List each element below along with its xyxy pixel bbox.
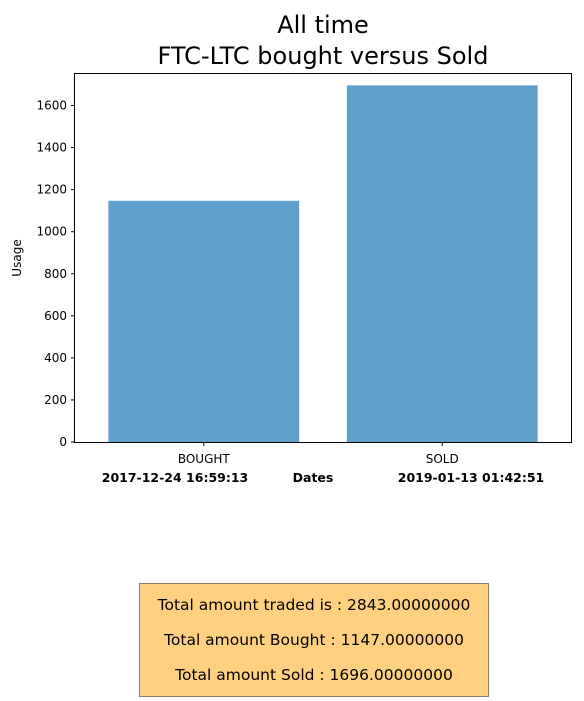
y-axis-label: Usage	[10, 239, 24, 276]
x-tick-label: BOUGHT	[178, 452, 231, 466]
y-tick-label: 1200	[36, 183, 67, 197]
total-sold-text: Total amount Sold : 1696.00000000	[175, 665, 453, 684]
dates-label: Dates	[293, 470, 334, 485]
y-tick-label: 1600	[36, 99, 67, 113]
end-date-label: 2019-01-13 01:42:51	[398, 470, 545, 485]
x-tick-label: SOLD	[426, 452, 459, 466]
y-tick-label: 1000	[36, 225, 67, 239]
bar-sold	[346, 85, 538, 442]
plot-frame	[74, 73, 572, 443]
bars-group	[108, 85, 538, 442]
bar-chart: All time FTC-LTC bought versus Sold 0 200…	[10, 11, 572, 485]
y-tick-label: 800	[44, 267, 67, 281]
summary-box: Total amount traded is : 2843.00000000 T…	[139, 583, 489, 697]
chart-title-line-1: All time	[277, 11, 369, 39]
x-axis: BOUGHT SOLD	[178, 442, 459, 466]
y-tick-label: 600	[44, 309, 67, 323]
start-date-label: 2017-12-24 16:59:13	[102, 470, 249, 485]
y-tick-label: 400	[44, 351, 67, 365]
total-bought-text: Total amount Bought : 1147.00000000	[164, 630, 464, 649]
bar-bought	[108, 200, 300, 442]
total-traded-text: Total amount traded is : 2843.00000000	[157, 596, 471, 615]
y-tick-label: 200	[44, 393, 67, 407]
chart-title-line-2: FTC-LTC bought versus Sold	[158, 42, 489, 70]
y-axis: 0 200 400 600 800 1000 1200 1400 1600	[36, 99, 75, 449]
y-tick-label: 0	[59, 435, 67, 449]
y-tick-label: 1400	[36, 141, 67, 155]
